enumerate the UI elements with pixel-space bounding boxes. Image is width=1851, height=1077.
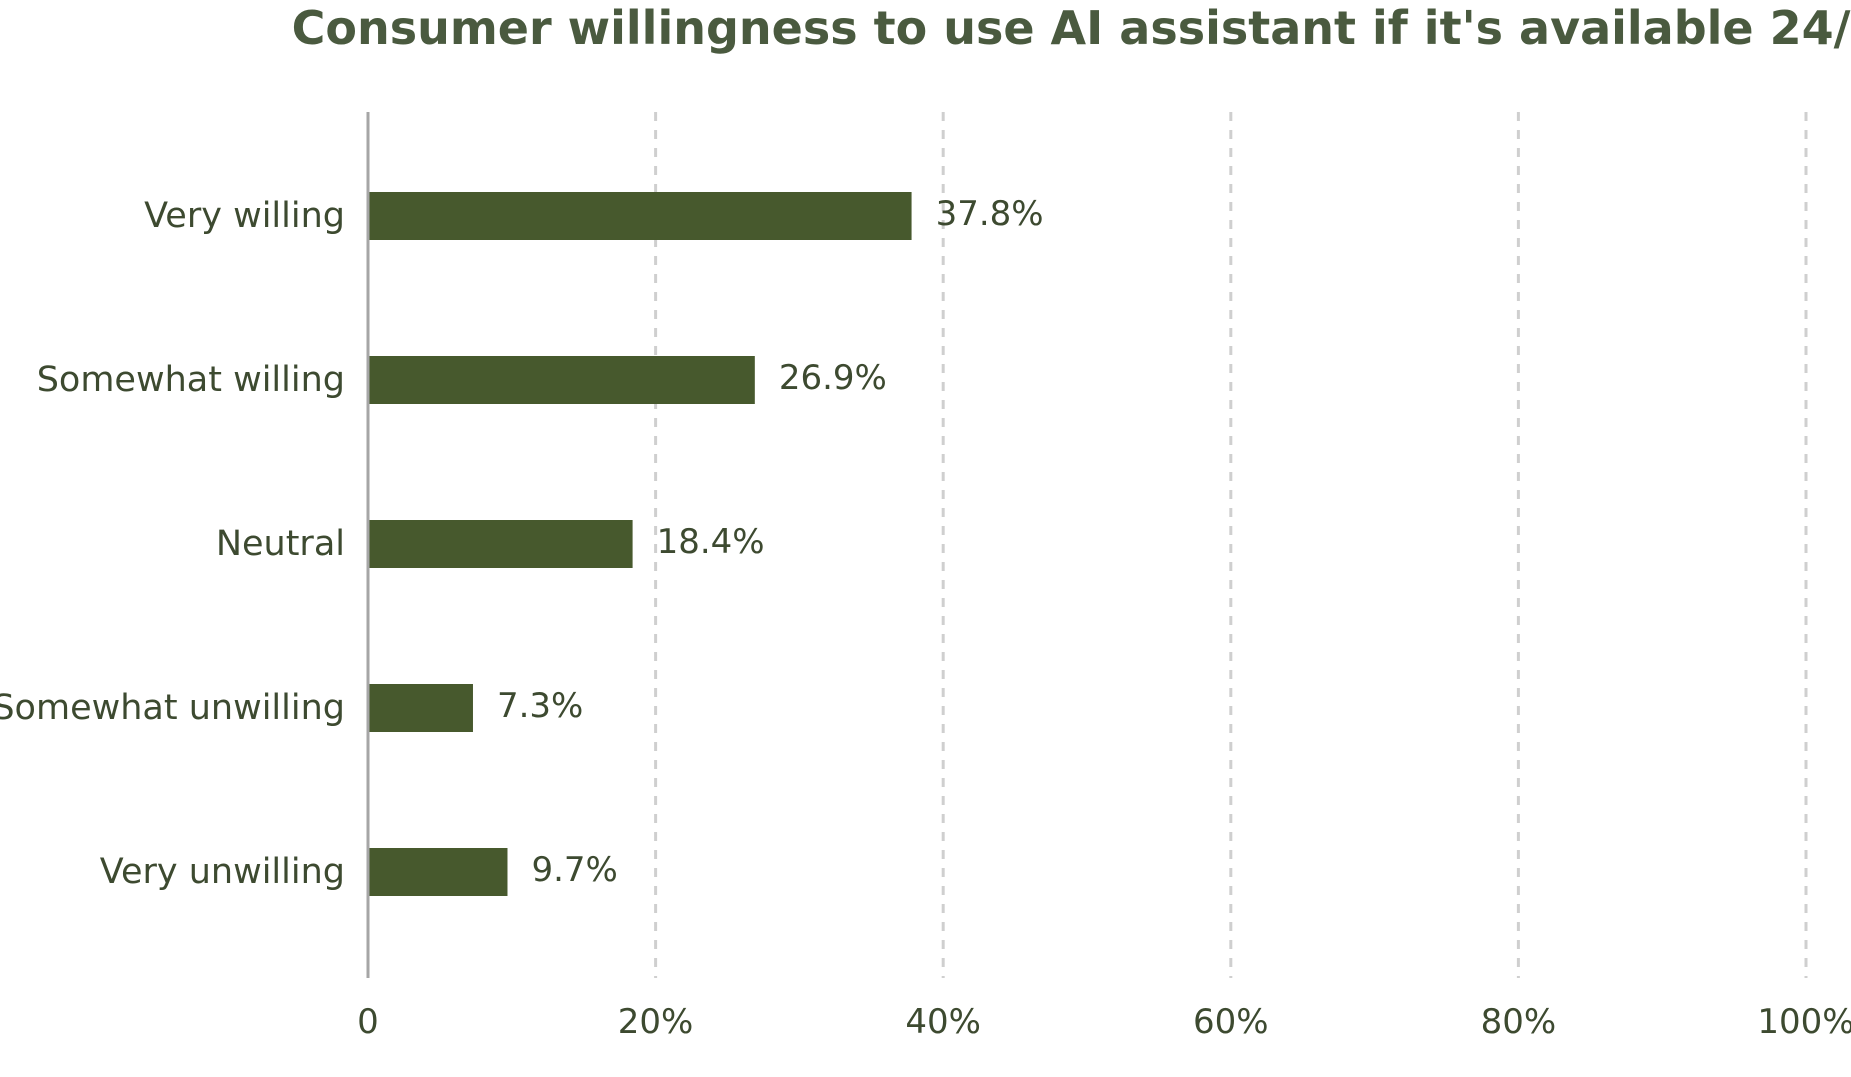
bar [368, 684, 473, 732]
x-axis-ticks: 0 20% 40% 60% 80% 100% [357, 1002, 1851, 1042]
data-label: 18.4% [657, 522, 765, 562]
data-label: 26.9% [779, 358, 887, 398]
category-label: Somewhat unwilling [0, 688, 345, 728]
bar [368, 848, 508, 896]
x-tick-label: 20% [618, 1002, 694, 1042]
bar [368, 520, 633, 568]
category-label: Somewhat willing [37, 360, 345, 400]
category-label: Very unwilling [100, 852, 345, 892]
bars [368, 192, 912, 896]
x-tick-label: 0 [357, 1002, 379, 1042]
grid-lines [654, 112, 1808, 978]
category-labels: Very willing Somewhat willing Neutral Somew… [0, 196, 345, 892]
x-tick-label: 80% [1481, 1002, 1557, 1042]
category-label: Neutral [216, 524, 345, 564]
x-tick-label: 60% [1193, 1002, 1269, 1042]
category-label: Very willing [144, 196, 345, 236]
chart-title: Consumer willingness to use AI assistant… [292, 1, 1851, 55]
data-label: 9.7% [531, 850, 617, 890]
bar [368, 192, 912, 240]
x-tick-label: 100% [1757, 1002, 1851, 1042]
bar [368, 356, 755, 404]
data-label: 37.8% [936, 194, 1044, 234]
data-label: 7.3% [497, 686, 583, 726]
x-tick-label: 40% [905, 1002, 981, 1042]
value-labels: 37.8% 26.9% 18.4% 7.3% 9.7% [497, 194, 1044, 890]
